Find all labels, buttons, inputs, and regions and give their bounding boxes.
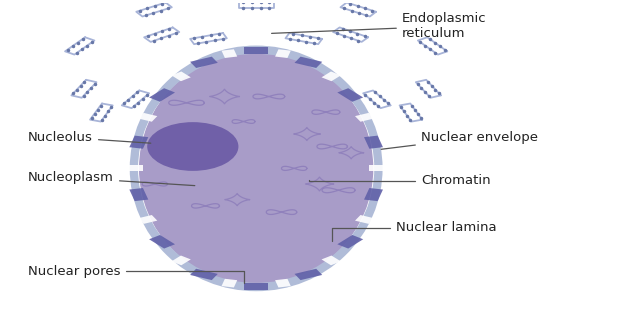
Polygon shape (244, 47, 268, 54)
Text: Nuclear lamina: Nuclear lamina (332, 221, 496, 241)
Polygon shape (337, 88, 363, 102)
Polygon shape (138, 113, 157, 122)
Polygon shape (149, 235, 175, 249)
Polygon shape (321, 256, 341, 265)
Text: Chromatin: Chromatin (309, 174, 491, 187)
Text: Nucleolus: Nucleolus (28, 131, 151, 144)
Polygon shape (222, 49, 237, 58)
Polygon shape (171, 72, 191, 81)
Polygon shape (364, 136, 383, 149)
Polygon shape (149, 88, 175, 102)
Polygon shape (295, 269, 322, 280)
Text: Nucleoplasm: Nucleoplasm (28, 171, 195, 186)
Text: Nuclear pores: Nuclear pores (28, 265, 245, 283)
Ellipse shape (139, 52, 373, 285)
Ellipse shape (147, 122, 238, 171)
Polygon shape (190, 57, 218, 68)
Polygon shape (321, 72, 341, 81)
Polygon shape (138, 215, 157, 224)
Polygon shape (364, 188, 383, 201)
Polygon shape (129, 136, 148, 149)
Polygon shape (244, 283, 268, 289)
Polygon shape (171, 256, 191, 265)
Polygon shape (128, 165, 143, 171)
Polygon shape (222, 279, 237, 287)
Polygon shape (275, 279, 291, 287)
Polygon shape (355, 215, 374, 224)
Polygon shape (295, 57, 322, 68)
Text: Endoplasmic
reticulum: Endoplasmic reticulum (272, 12, 486, 40)
Polygon shape (129, 188, 148, 201)
Polygon shape (355, 113, 374, 122)
Polygon shape (337, 235, 363, 249)
Polygon shape (275, 49, 291, 58)
Text: Nuclear envelope: Nuclear envelope (381, 131, 538, 149)
Polygon shape (190, 269, 218, 280)
Polygon shape (369, 165, 384, 171)
